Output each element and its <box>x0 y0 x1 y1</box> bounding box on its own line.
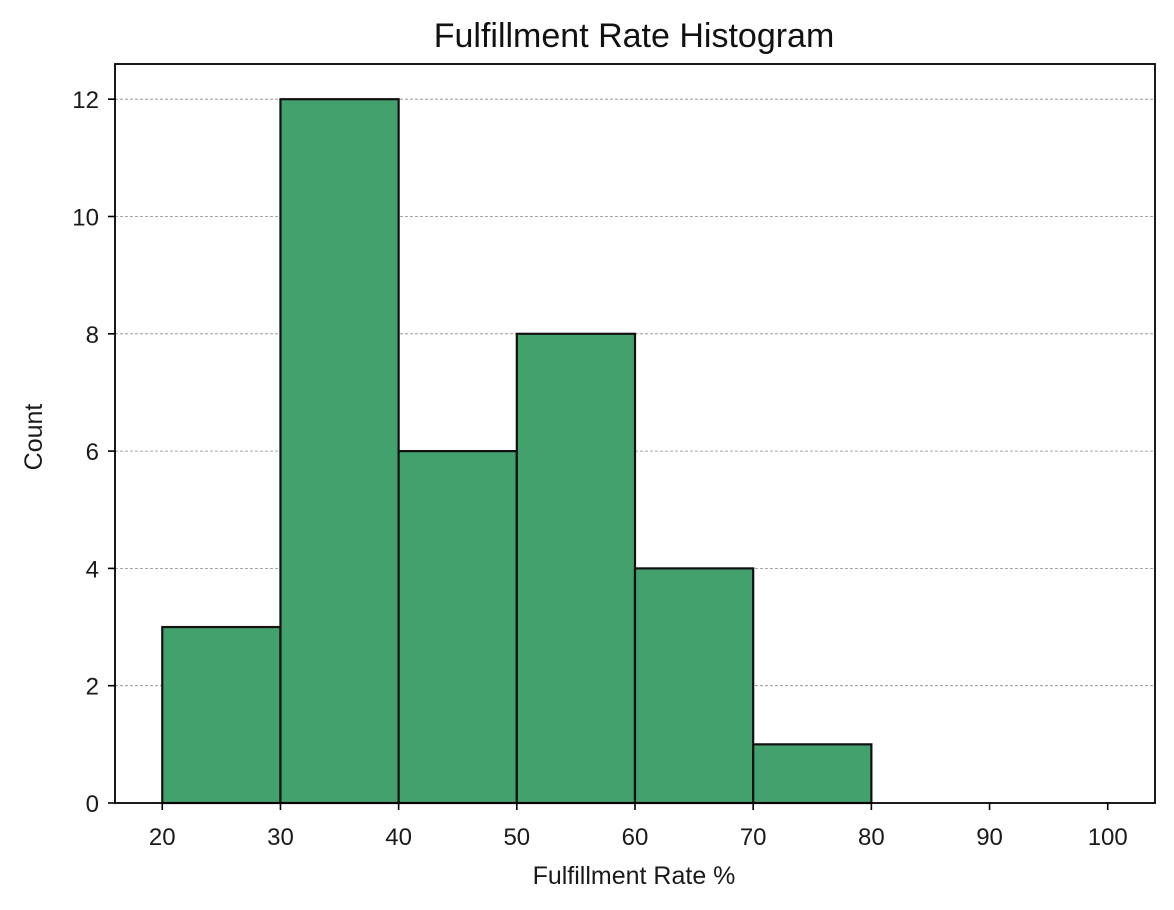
x-tick-label-30: 30 <box>267 824 294 851</box>
y-axis-title: Count <box>20 404 48 471</box>
x-tick-label-60: 60 <box>622 824 649 851</box>
x-tick-label-100: 100 <box>1088 824 1128 851</box>
x-tick-label-50: 50 <box>503 824 530 851</box>
x-axis: 20 30 40 50 60 70 80 90 100 <box>149 803 1128 851</box>
histogram-bar-20-30 <box>161 625 282 805</box>
histogram-bar-60-70 <box>633 567 755 805</box>
x-tick-label-70: 70 <box>740 824 767 851</box>
x-tick-label-90: 90 <box>976 824 1003 851</box>
y-tick-label-2: 2 <box>86 674 99 701</box>
x-tick-label-80: 80 <box>858 824 885 851</box>
histogram-bar-70-80 <box>752 743 873 805</box>
y-tick-label-6: 6 <box>86 439 99 466</box>
y-tick-label-10: 10 <box>72 204 99 231</box>
y-tick-label-4: 4 <box>86 556 99 583</box>
plot-frame <box>114 63 1156 804</box>
histogram-bar-30-40 <box>279 98 400 805</box>
histogram-bar-40-50 <box>397 449 518 805</box>
x-axis-title: Fulfillment Rate % <box>533 862 736 890</box>
y-axis: 0 2 4 6 8 10 12 <box>72 87 115 818</box>
x-tick-label-40: 40 <box>385 824 412 851</box>
x-tick-label-20: 20 <box>149 824 176 851</box>
y-tick-label-12: 12 <box>72 87 99 114</box>
histogram-bar-50-60 <box>515 332 637 805</box>
chart-title: Fulfillment Rate Histogram <box>434 17 835 55</box>
y-tick-label-0: 0 <box>86 791 99 818</box>
y-tick-label-8: 8 <box>86 322 99 349</box>
